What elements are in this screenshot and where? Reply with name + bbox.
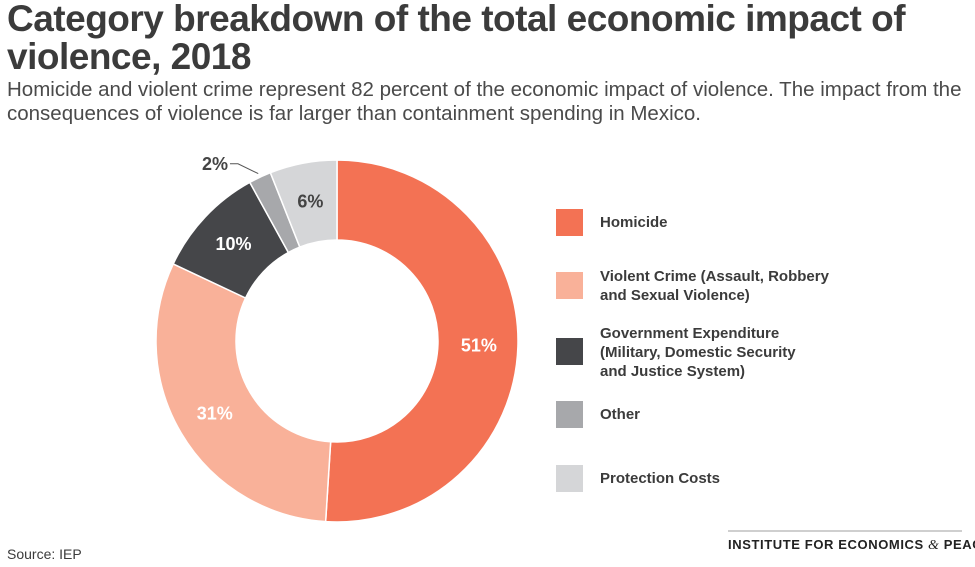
legend-label: Other bbox=[600, 406, 641, 423]
legend-label: Homicide bbox=[600, 214, 668, 231]
legend-label: Protection Costs bbox=[600, 470, 721, 487]
slice-violent bbox=[155, 262, 332, 523]
slice-label: 10% bbox=[215, 234, 251, 254]
chart-title: Category breakdown of the total economic… bbox=[7, 0, 906, 77]
slice-protection bbox=[269, 159, 338, 249]
legend-swatch bbox=[556, 338, 583, 365]
chart-subtitle: Homicide and violent crime represent 82 … bbox=[7, 78, 962, 125]
slice-label: 2% bbox=[202, 154, 228, 174]
legend-swatch bbox=[556, 401, 583, 428]
legend-swatch bbox=[556, 465, 583, 492]
leader-line bbox=[229, 163, 259, 175]
legend-swatch bbox=[556, 272, 583, 299]
legend-swatch bbox=[556, 209, 583, 236]
slice-label: 31% bbox=[197, 403, 233, 423]
source-note: Source: IEP bbox=[7, 546, 82, 562]
slice-label: 51% bbox=[461, 335, 497, 355]
slice-label: 6% bbox=[297, 192, 323, 212]
organization-logo: INSTITUTE FOR ECONOMICS & PEACE bbox=[728, 530, 975, 554]
legend-label: Government Expenditure (Military, Domest… bbox=[600, 325, 796, 380]
slice-homicide bbox=[324, 159, 519, 523]
legend-label: Violent Crime (Assault, Robbery and Sexu… bbox=[600, 268, 829, 304]
